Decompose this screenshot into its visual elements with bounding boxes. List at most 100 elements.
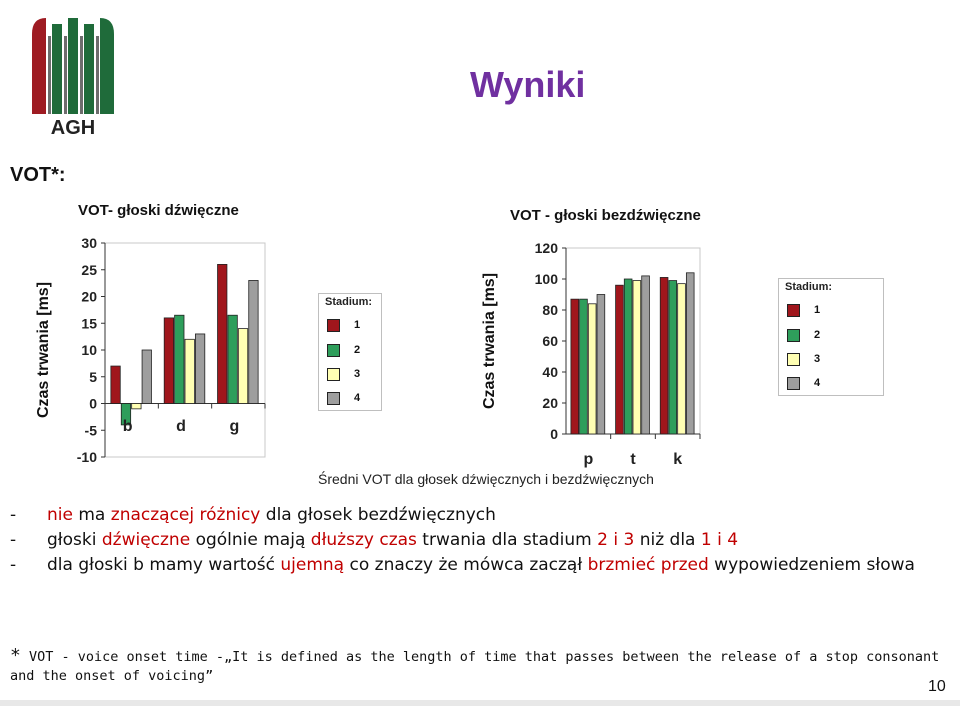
bullet-dash: -: [10, 555, 17, 575]
y-tick-label: 40: [542, 364, 558, 380]
legend-swatch-4: [327, 391, 340, 405]
bullet-text: dźwięczne: [101, 530, 191, 550]
footnote-text: VOT - voice onset time -„It is defined a…: [10, 649, 940, 684]
bullet-text: niż dla: [634, 530, 701, 550]
legend-item-4: 4: [787, 376, 820, 390]
legend-label-1: 1: [814, 304, 821, 316]
legend-item-4: 4: [327, 391, 360, 405]
bar: [623, 278, 633, 435]
bullet-dash: -: [10, 505, 17, 525]
bar: [615, 284, 624, 435]
bullet-item: - dla głoski b mamy wartość ujemną co zna…: [10, 553, 950, 578]
slide-title: Wyniki: [470, 64, 586, 105]
legend-title: Stadium:: [325, 296, 373, 308]
agh-logo: AGH: [32, 18, 114, 136]
y-tick-label: 0: [89, 396, 97, 412]
bar: [217, 264, 228, 404]
bottom-divider: [0, 700, 960, 706]
y-tick-label: 100: [535, 271, 559, 287]
y-tick-label: 25: [81, 262, 97, 278]
y-tick-label: -10: [77, 449, 97, 465]
bullet-text: ogólnie mają: [190, 530, 311, 550]
y-tick-label: 5: [89, 369, 97, 385]
chart-voiced-svg: VOT- głoski dźwięczne Czas trwania [ms] -1…: [35, 202, 266, 465]
bullet-text: 2 i 3: [597, 530, 635, 550]
bar: [587, 303, 597, 435]
vot-label: VOT*:: [10, 164, 66, 186]
y-tick-label: 0: [550, 426, 558, 442]
legend-label-4: 4: [814, 377, 821, 389]
bullet-text: różnicy: [199, 505, 261, 525]
legend-swatch-3: [327, 367, 340, 381]
bar: [163, 317, 174, 404]
bar: [668, 280, 678, 435]
bar: [579, 298, 588, 435]
legend-label-3: 3: [814, 353, 821, 365]
legend-swatch-2: [327, 343, 340, 357]
bullet-text: nie: [47, 505, 73, 525]
legend-label-1: 1: [354, 319, 361, 331]
legend-voiced: Stadium: 1 2 3 4: [318, 293, 382, 411]
bar: [237, 328, 249, 404]
y-tick-label: 20: [542, 395, 558, 411]
bullet-item: - nie ma znaczącej różnicy dla głosek bez…: [10, 503, 950, 528]
legend-item-2: 2: [327, 343, 360, 357]
bar: [227, 314, 238, 404]
y-tick-label: 60: [542, 333, 558, 349]
legend-swatch-1: [327, 318, 340, 332]
legend-voiceless: Stadium: 1 2 3 4: [778, 278, 884, 396]
y-tick-label: 80: [542, 302, 558, 318]
y-tick-label: 30: [81, 235, 97, 251]
bar: [570, 298, 580, 435]
logo-text: AGH: [51, 117, 95, 136]
legend-swatch-4: [787, 376, 800, 390]
bar: [632, 280, 642, 435]
x-tick-label: g: [229, 418, 239, 435]
bar: [174, 314, 185, 404]
bullet-text: ujemną: [280, 555, 345, 575]
x-tick-label: k: [673, 451, 682, 468]
y-tick-label: -5: [85, 422, 98, 438]
x-tick-label: t: [630, 451, 636, 468]
y-tick-label: 15: [81, 315, 97, 331]
bullet-text: dla głoski b mamy wartość: [47, 555, 281, 575]
bar: [131, 403, 142, 410]
footnote-star: *: [10, 645, 21, 666]
page-number: 10: [928, 678, 946, 695]
bullet-text: trwania dla stadium: [416, 530, 598, 550]
bar: [194, 333, 206, 404]
bar: [110, 365, 121, 404]
bar: [248, 280, 259, 404]
bar: [659, 277, 669, 435]
x-tick-label: p: [583, 451, 593, 468]
bullet-text: ma: [72, 505, 111, 525]
bar: [120, 403, 132, 426]
legend-label-2: 2: [814, 329, 821, 341]
legend-swatch-1: [787, 303, 800, 317]
y-tick-label: 20: [81, 289, 97, 305]
y-axis-label: Czas trwania [ms]: [35, 282, 52, 418]
bar: [685, 272, 695, 435]
legend-label-4: 4: [354, 392, 361, 404]
bullet-text: co znaczy że mówca zaczął: [344, 555, 588, 575]
chart-voiced: VOT- głoski dźwięczne Czas trwania [ms] -1…: [30, 195, 320, 475]
legend-item-1: 1: [787, 303, 820, 317]
bullet-item: - głoski dźwięczne ogólnie mają dłuższy c…: [10, 528, 950, 553]
x-tick-label: d: [176, 418, 186, 435]
bullet-list: - nie ma znaczącej różnicy dla głosek bez…: [10, 503, 950, 578]
bar: [141, 349, 152, 404]
chart-title: VOT- głoski dźwięczne: [78, 202, 239, 219]
bullet-text: wypowiedzeniem słowa: [708, 555, 915, 575]
legend-item-1: 1: [327, 318, 360, 332]
bar: [184, 338, 195, 404]
y-tick-label: 120: [535, 240, 559, 256]
bullet-text: znaczącej: [110, 505, 195, 525]
bullet-text: brzmieć: [587, 555, 656, 575]
legend-label-3: 3: [354, 368, 361, 380]
bullet-text: głoski: [47, 530, 102, 550]
logo-emblem: [32, 18, 114, 114]
footnote: * VOT - voice onset time -„It is defined…: [10, 646, 952, 686]
bullet-dash: -: [10, 530, 17, 550]
legend-title: Stadium:: [785, 281, 833, 293]
legend-swatch-3: [787, 352, 800, 366]
